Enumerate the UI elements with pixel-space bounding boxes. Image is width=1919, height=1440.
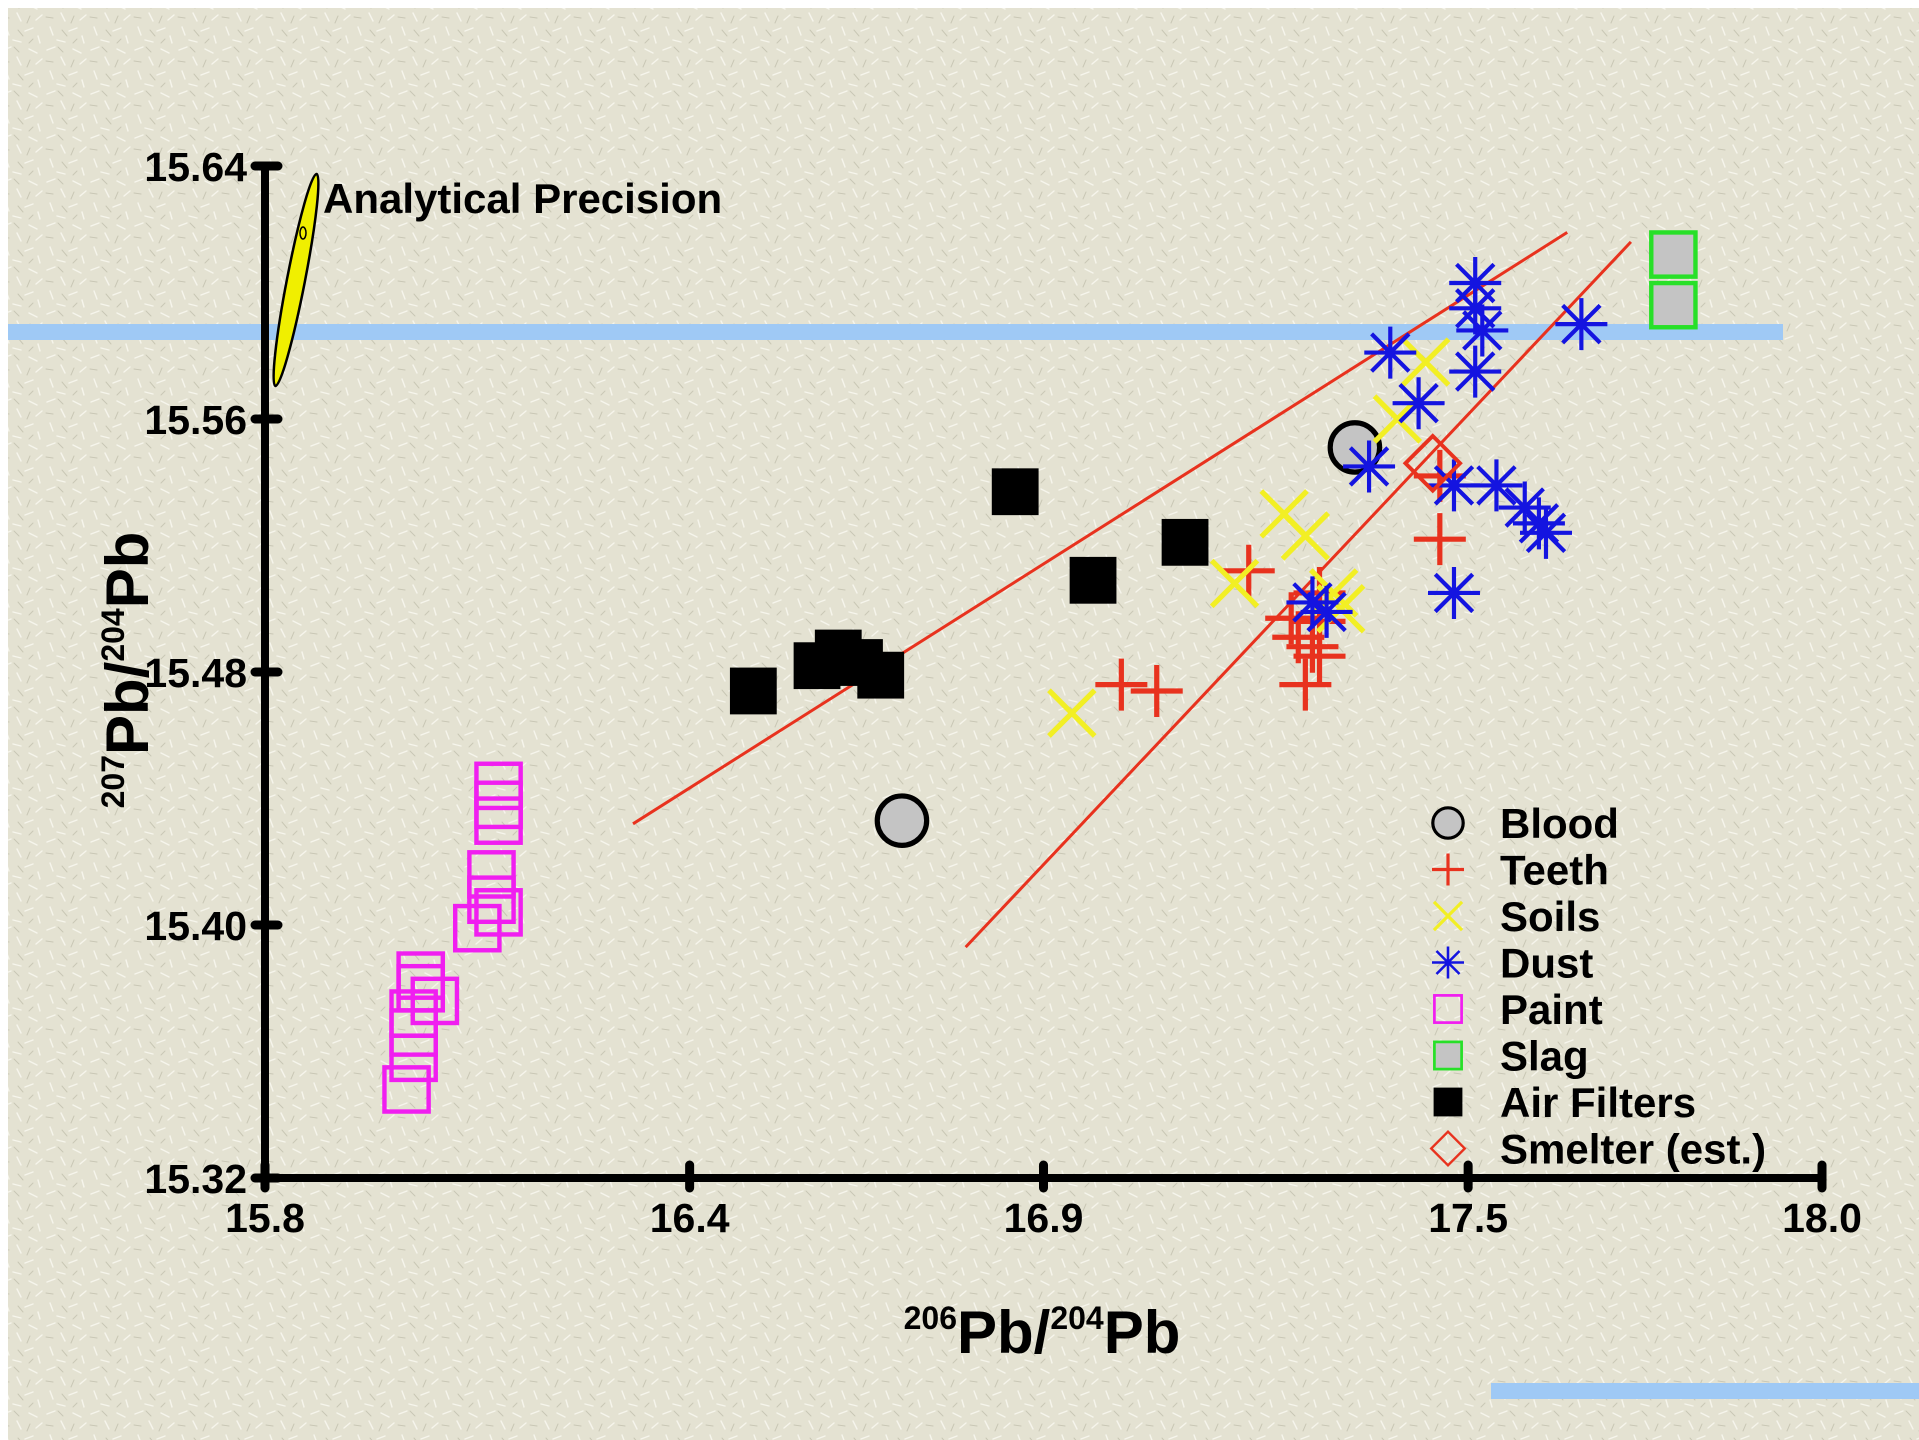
legend-symbol-teeth bbox=[1432, 853, 1464, 886]
dust-point bbox=[1392, 377, 1445, 430]
legend-label-blood: Blood bbox=[1500, 800, 1619, 847]
dust-point bbox=[1286, 576, 1339, 629]
legend-label-slag: Slag bbox=[1500, 1033, 1589, 1080]
dust-point bbox=[1456, 304, 1509, 357]
paint-point bbox=[474, 888, 523, 937]
paint-point bbox=[474, 761, 523, 811]
y-tick-label: 15.32 bbox=[144, 1156, 247, 1202]
teeth-point bbox=[1286, 620, 1339, 673]
y-axis-label: 207Pb/204Pb bbox=[94, 532, 161, 809]
teeth-point bbox=[1130, 664, 1183, 717]
legend-symbol-slag bbox=[1433, 1040, 1463, 1071]
y-label-sup-207: 207 bbox=[95, 755, 131, 808]
dust-point bbox=[1300, 585, 1353, 638]
legend-label-smelter-est: Smelter (est.) bbox=[1500, 1126, 1766, 1173]
dust-point bbox=[1470, 459, 1523, 512]
soils-point bbox=[1280, 511, 1331, 561]
x-axis-label: 206Pb/204Pb bbox=[904, 1299, 1181, 1366]
trend-line bbox=[632, 231, 1569, 826]
legend-label-soils: Soils bbox=[1500, 893, 1600, 940]
y-tick-label: 15.48 bbox=[144, 650, 247, 696]
legend-label-dust: Dust bbox=[1500, 940, 1593, 987]
teeth-point bbox=[1413, 513, 1466, 566]
paint-point bbox=[467, 875, 516, 925]
legend-label-air-filters: Air Filters bbox=[1500, 1079, 1696, 1126]
legend-symbol-paint bbox=[1433, 994, 1463, 1024]
highlight-bar-top bbox=[8, 324, 1783, 340]
x-tick-label: 17.5 bbox=[1428, 1195, 1508, 1241]
teeth-point bbox=[1279, 658, 1332, 711]
legend-label-teeth: Teeth bbox=[1500, 847, 1609, 894]
precision-ellipse bbox=[272, 172, 320, 388]
x-label-pb-ratio: Pb/ bbox=[957, 1299, 1051, 1366]
soils-point bbox=[1047, 688, 1097, 738]
teeth-point bbox=[1413, 449, 1466, 502]
slag-point bbox=[1649, 230, 1698, 279]
x-tick-label: 16.4 bbox=[650, 1195, 730, 1241]
x-tick-label: 16.9 bbox=[1004, 1195, 1084, 1241]
dust-point bbox=[1555, 298, 1608, 351]
legend-symbol-soils bbox=[1432, 900, 1464, 932]
legend-symbol-dust bbox=[1432, 946, 1464, 979]
x-label-pb: Pb bbox=[1104, 1299, 1181, 1366]
highlight-bar-bottom bbox=[1491, 1383, 1919, 1399]
dust-point bbox=[1427, 459, 1480, 512]
air-filters-point bbox=[729, 667, 777, 715]
x-label-sup-204: 204 bbox=[1050, 1300, 1104, 1336]
air-filters-point bbox=[991, 468, 1039, 516]
soils-point bbox=[1209, 558, 1260, 609]
dust-point bbox=[1427, 566, 1480, 619]
y-tick-label: 15.64 bbox=[144, 144, 247, 190]
legend-label-paint: Paint bbox=[1500, 986, 1603, 1033]
paint-point bbox=[382, 1065, 431, 1114]
blood-point bbox=[874, 793, 930, 848]
air-filters-point bbox=[1161, 518, 1209, 566]
axes: 15.32 15.40 15.48 15.56 15.64 15.8 16.4 16.9 17… bbox=[144, 144, 1862, 1241]
analytical-precision-label: Analytical Precision bbox=[323, 175, 722, 222]
legend-symbol-smelter-est bbox=[1429, 1130, 1467, 1167]
smelter-est-point bbox=[1402, 433, 1463, 494]
dust-point bbox=[1519, 506, 1572, 559]
data-points bbox=[382, 230, 1698, 1114]
legend-symbol-blood bbox=[1431, 806, 1465, 840]
slag-point bbox=[1649, 280, 1698, 330]
dust-point bbox=[1343, 440, 1396, 493]
y-label-pb: Pb bbox=[94, 532, 161, 609]
x-tick-label: 15.8 bbox=[225, 1195, 305, 1241]
x-tick-label: 18.0 bbox=[1782, 1195, 1862, 1241]
dust-point bbox=[1449, 345, 1502, 398]
soils-point bbox=[1400, 337, 1451, 387]
y-tick-label: 15.40 bbox=[144, 903, 247, 949]
air-filters-point bbox=[1069, 556, 1117, 604]
dust-point bbox=[1364, 326, 1417, 379]
legend-symbol-air-filters bbox=[1433, 1087, 1463, 1117]
y-tick-label: 15.56 bbox=[144, 397, 247, 443]
background-texture bbox=[8, 8, 1919, 1440]
paint-point bbox=[467, 850, 516, 899]
y-label-pb-ratio: Pb/ bbox=[94, 661, 161, 755]
x-label-sup-206: 206 bbox=[904, 1300, 957, 1336]
air-filters-point bbox=[857, 651, 905, 699]
dust-point bbox=[1449, 282, 1502, 335]
teeth-point bbox=[1095, 658, 1148, 711]
y-label-sup-204: 204 bbox=[95, 608, 131, 662]
paint-point bbox=[396, 951, 446, 1000]
paint-point bbox=[410, 976, 460, 1026]
